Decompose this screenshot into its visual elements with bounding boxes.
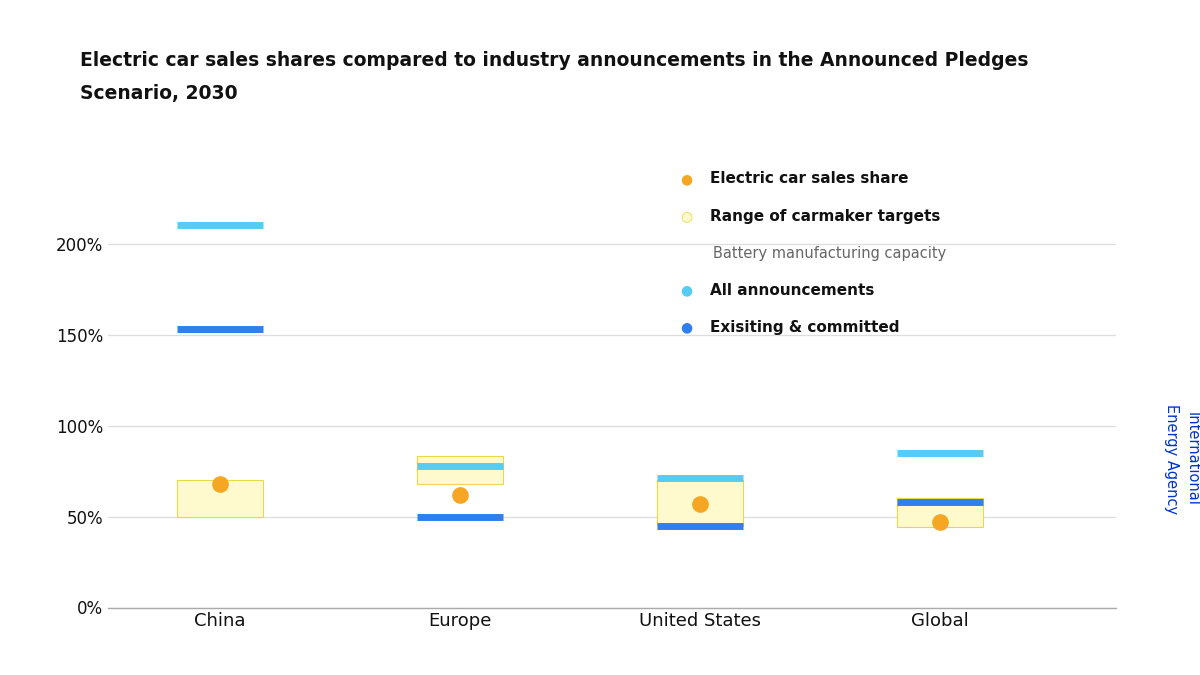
Bar	[416, 456, 503, 484]
Text: ●: ●	[680, 321, 692, 334]
Text: Exisiting & committed: Exisiting & committed	[710, 320, 900, 335]
Text: Electric car sales shares compared to industry announcements in the Announced Pl: Electric car sales shares compared to in…	[80, 51, 1028, 70]
Text: ●: ●	[680, 284, 692, 297]
Bar	[176, 480, 263, 516]
Text: ●: ●	[680, 172, 692, 186]
Text: All announcements: All announcements	[710, 283, 875, 298]
Text: Electric car sales share: Electric car sales share	[710, 171, 908, 186]
Text: ●: ●	[680, 209, 692, 223]
Bar	[896, 498, 983, 527]
Text: International
Energy Agency: International Energy Agency	[1164, 404, 1200, 514]
Text: ○: ○	[680, 209, 692, 223]
Text: Battery manufacturing capacity: Battery manufacturing capacity	[713, 246, 946, 261]
Text: Scenario, 2030: Scenario, 2030	[80, 84, 238, 103]
Bar	[656, 480, 743, 526]
Text: Range of carmaker targets: Range of carmaker targets	[710, 209, 941, 223]
